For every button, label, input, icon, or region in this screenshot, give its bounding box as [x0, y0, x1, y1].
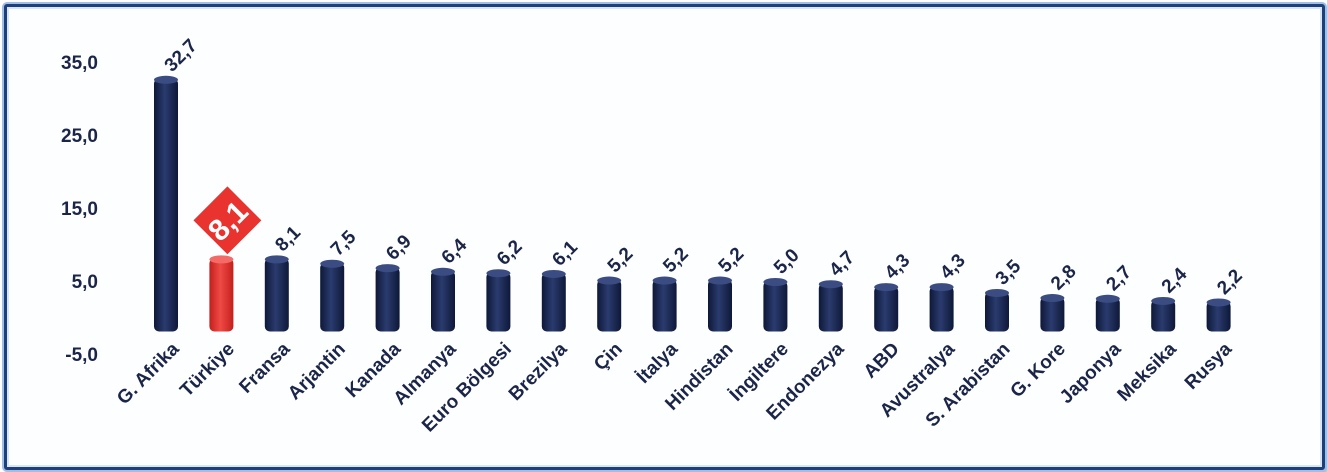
bar-series: [154, 75, 1231, 332]
bar: [486, 269, 511, 332]
bar: [597, 276, 622, 332]
bar: [431, 267, 455, 332]
data-label: 8,1: [271, 222, 305, 256]
bar: [1040, 294, 1065, 332]
data-label: 6,1: [548, 237, 582, 271]
data-label: 2,2: [1213, 265, 1247, 299]
data-label: 4,3: [936, 250, 970, 284]
data-label: 2,4: [1158, 264, 1192, 298]
y-tick-label: 15,0: [61, 199, 98, 220]
bar: [541, 269, 566, 332]
bar-highlight: [209, 255, 234, 332]
data-labels: 32,7 8,1 8,1 7,5 6,9 6,4 6,2 6,1 5,2 5,2 5,2 5,0 4,7…: [161, 35, 1247, 299]
bar: [929, 283, 954, 332]
x-tick-label: ABD: [860, 339, 904, 383]
bar: [1095, 294, 1120, 332]
data-label: 4,3: [881, 250, 915, 284]
data-label: 6,2: [493, 236, 527, 270]
bar: [652, 276, 677, 332]
y-tick-label: -5,0: [65, 345, 98, 366]
x-tick-label: Meksika: [1114, 338, 1181, 405]
data-label: 32,7: [161, 35, 202, 76]
x-tick-label: G. Afrika: [113, 338, 184, 409]
highlight-value-label: 8,1: [193, 186, 262, 255]
data-label: 7,5: [327, 226, 361, 260]
data-label: 3,5: [992, 256, 1026, 290]
data-label: 5,0: [770, 245, 804, 279]
bar: [1206, 298, 1231, 332]
bar: [818, 280, 843, 332]
svg-text:8,1: 8,1: [202, 195, 255, 248]
bar: [763, 278, 788, 332]
x-tick-label: Çin: [590, 339, 626, 375]
data-label: 5,2: [715, 244, 749, 278]
y-tick-label: 35,0: [61, 53, 98, 74]
y-axis: 35,0 25,0 15,0 5,0 -5,0: [61, 53, 98, 366]
bar: [320, 259, 345, 332]
data-label: 6,4: [438, 234, 472, 268]
data-label: 2,8: [1047, 261, 1081, 295]
bar: [985, 288, 1009, 332]
data-label: 4,7: [825, 247, 859, 281]
x-axis-labels: G. AfrikaTürkiyeFransaArjantinKanadaAlma…: [113, 338, 1236, 436]
x-tick-label: İtalya: [633, 338, 683, 388]
data-label: 5,2: [659, 244, 693, 278]
y-tick-label: 5,0: [72, 272, 98, 293]
data-label: 6,9: [382, 231, 416, 265]
bar: [154, 75, 178, 332]
bar: [264, 255, 289, 332]
x-tick-label: Rusya: [1181, 338, 1236, 393]
y-tick-label: 25,0: [61, 126, 98, 147]
x-tick-label: Japonya: [1056, 338, 1126, 408]
bar: [708, 276, 732, 332]
bar: [874, 283, 899, 332]
data-label: 5,2: [604, 244, 638, 278]
x-tick-label: Brezilya: [505, 338, 572, 405]
bar: [1151, 296, 1176, 332]
data-label: 2,7: [1102, 262, 1136, 296]
x-tick-label: Türkiye: [176, 339, 239, 402]
x-tick-label: Arjantin: [284, 339, 350, 405]
bar: [375, 264, 400, 332]
